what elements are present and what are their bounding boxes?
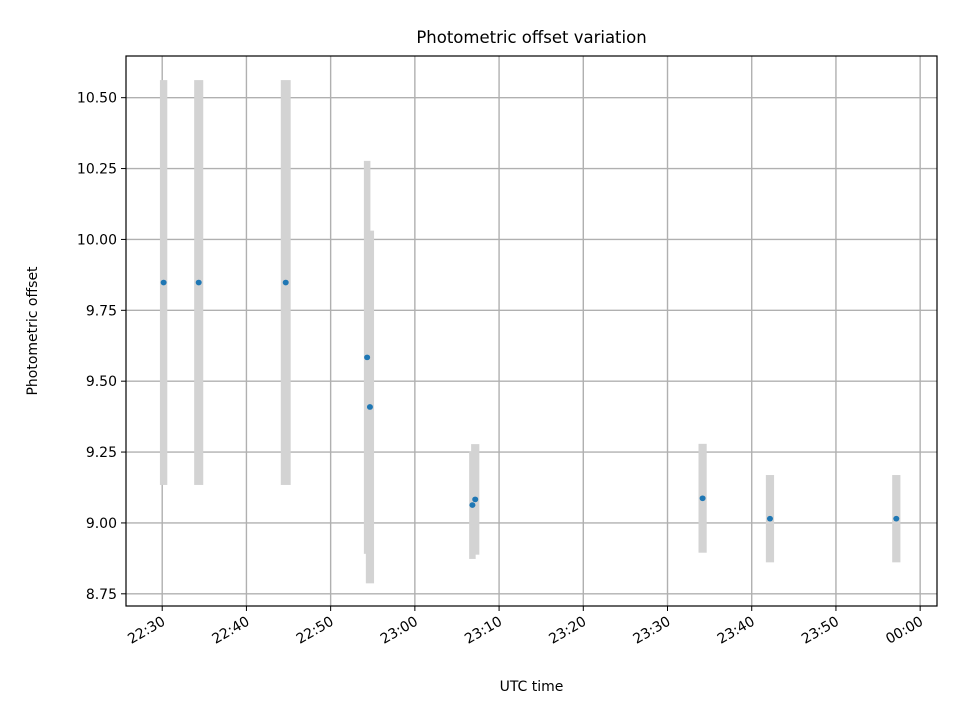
chart-title: Photometric offset variation <box>416 28 646 47</box>
x-axis-label: UTC time <box>500 679 564 695</box>
data-point <box>364 354 371 361</box>
data-point <box>893 515 900 522</box>
data-point <box>282 279 289 286</box>
data-points <box>160 279 900 522</box>
data-point <box>366 404 373 410</box>
y-tick-label: 9.25 <box>86 445 117 461</box>
data-point <box>160 279 167 286</box>
data-point <box>195 279 202 286</box>
y-tick-label: 8.75 <box>86 587 117 603</box>
y-tick-label: 10.00 <box>77 232 117 248</box>
data-point <box>699 495 706 502</box>
y-axis-label: Photometric offset <box>25 266 41 396</box>
y-tick-label: 10.50 <box>77 91 117 107</box>
y-tick-label: 9.00 <box>86 516 117 532</box>
data-point <box>472 496 479 503</box>
y-tick-label: 9.75 <box>86 303 117 319</box>
y-tick-label: 10.25 <box>77 162 117 178</box>
data-point <box>469 502 476 508</box>
y-tick-label: 9.50 <box>86 374 117 390</box>
grid <box>126 56 937 606</box>
plot-frame <box>125 55 938 607</box>
data-point <box>766 515 773 522</box>
